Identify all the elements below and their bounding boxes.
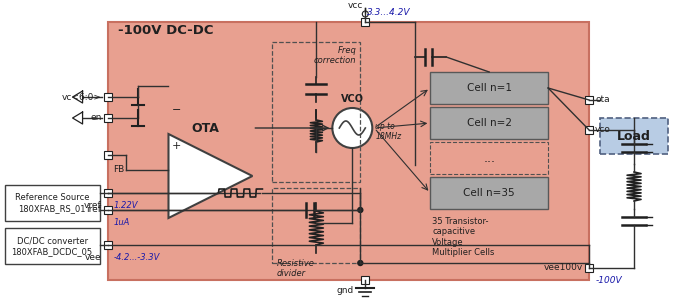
Bar — [585, 264, 593, 272]
Text: 1uA: 1uA — [113, 218, 130, 227]
Text: -100V DC-DC: -100V DC-DC — [118, 24, 213, 37]
Bar — [104, 114, 111, 122]
Bar — [104, 93, 111, 101]
Bar — [430, 72, 548, 104]
Text: Cell n=1: Cell n=1 — [467, 83, 512, 93]
Text: vc<6:0>: vc<6:0> — [62, 92, 102, 102]
Text: gnd: gnd — [336, 286, 354, 295]
Text: 1.22V: 1.22V — [113, 201, 138, 210]
Text: Load: Load — [617, 130, 651, 143]
Bar — [108, 22, 589, 280]
Text: 3.3...4.2V: 3.3...4.2V — [368, 8, 411, 17]
Text: 35 Transistor-
capacitive
Voltage
Multiplier Cells: 35 Transistor- capacitive Voltage Multip… — [432, 217, 495, 257]
Text: ota: ota — [595, 95, 610, 105]
Text: -4.2...-3.3V: -4.2...-3.3V — [113, 253, 160, 262]
Text: vref: vref — [84, 201, 102, 210]
Bar — [585, 96, 593, 104]
Text: −: − — [172, 105, 181, 115]
Bar — [104, 151, 111, 159]
Bar — [5, 228, 99, 264]
Bar — [104, 206, 111, 214]
Text: OTA: OTA — [192, 122, 219, 134]
Text: en: en — [90, 113, 101, 123]
Text: +: + — [172, 141, 181, 151]
Text: vee: vee — [85, 253, 102, 262]
Text: Resistive
divider: Resistive divider — [276, 259, 314, 278]
Text: vco: vco — [595, 126, 611, 134]
Text: vcc: vcc — [348, 1, 363, 10]
Text: FB: FB — [113, 165, 125, 174]
Bar — [430, 142, 548, 174]
Text: DC/DC converter
180XFAB_DCDC_05: DC/DC converter 180XFAB_DCDC_05 — [11, 236, 92, 256]
Polygon shape — [169, 134, 253, 218]
Circle shape — [332, 108, 372, 148]
Text: Reference Source
180XFAB_RS_01: Reference Source 180XFAB_RS_01 — [15, 193, 90, 213]
Text: -100V: -100V — [595, 276, 622, 285]
Text: vee100v: vee100v — [544, 264, 583, 272]
Bar — [104, 189, 111, 197]
Bar — [430, 107, 548, 139]
Bar — [104, 241, 111, 249]
Bar — [600, 118, 668, 154]
Bar — [361, 276, 370, 284]
Text: VCO: VCO — [341, 94, 364, 104]
Text: Cell n=35: Cell n=35 — [463, 188, 515, 198]
Bar — [585, 126, 593, 134]
Bar — [272, 42, 360, 182]
Text: iref: iref — [87, 206, 101, 215]
Circle shape — [358, 261, 363, 265]
Text: Cell n=2: Cell n=2 — [467, 118, 512, 128]
Text: Freq
correction: Freq correction — [314, 46, 356, 65]
Bar — [5, 185, 99, 221]
Bar — [430, 177, 548, 209]
Circle shape — [363, 11, 368, 17]
Bar — [361, 18, 370, 26]
Text: up to
18MHz: up to 18MHz — [375, 122, 401, 141]
Circle shape — [358, 208, 363, 212]
Bar — [272, 188, 360, 263]
Text: ...: ... — [483, 151, 495, 164]
